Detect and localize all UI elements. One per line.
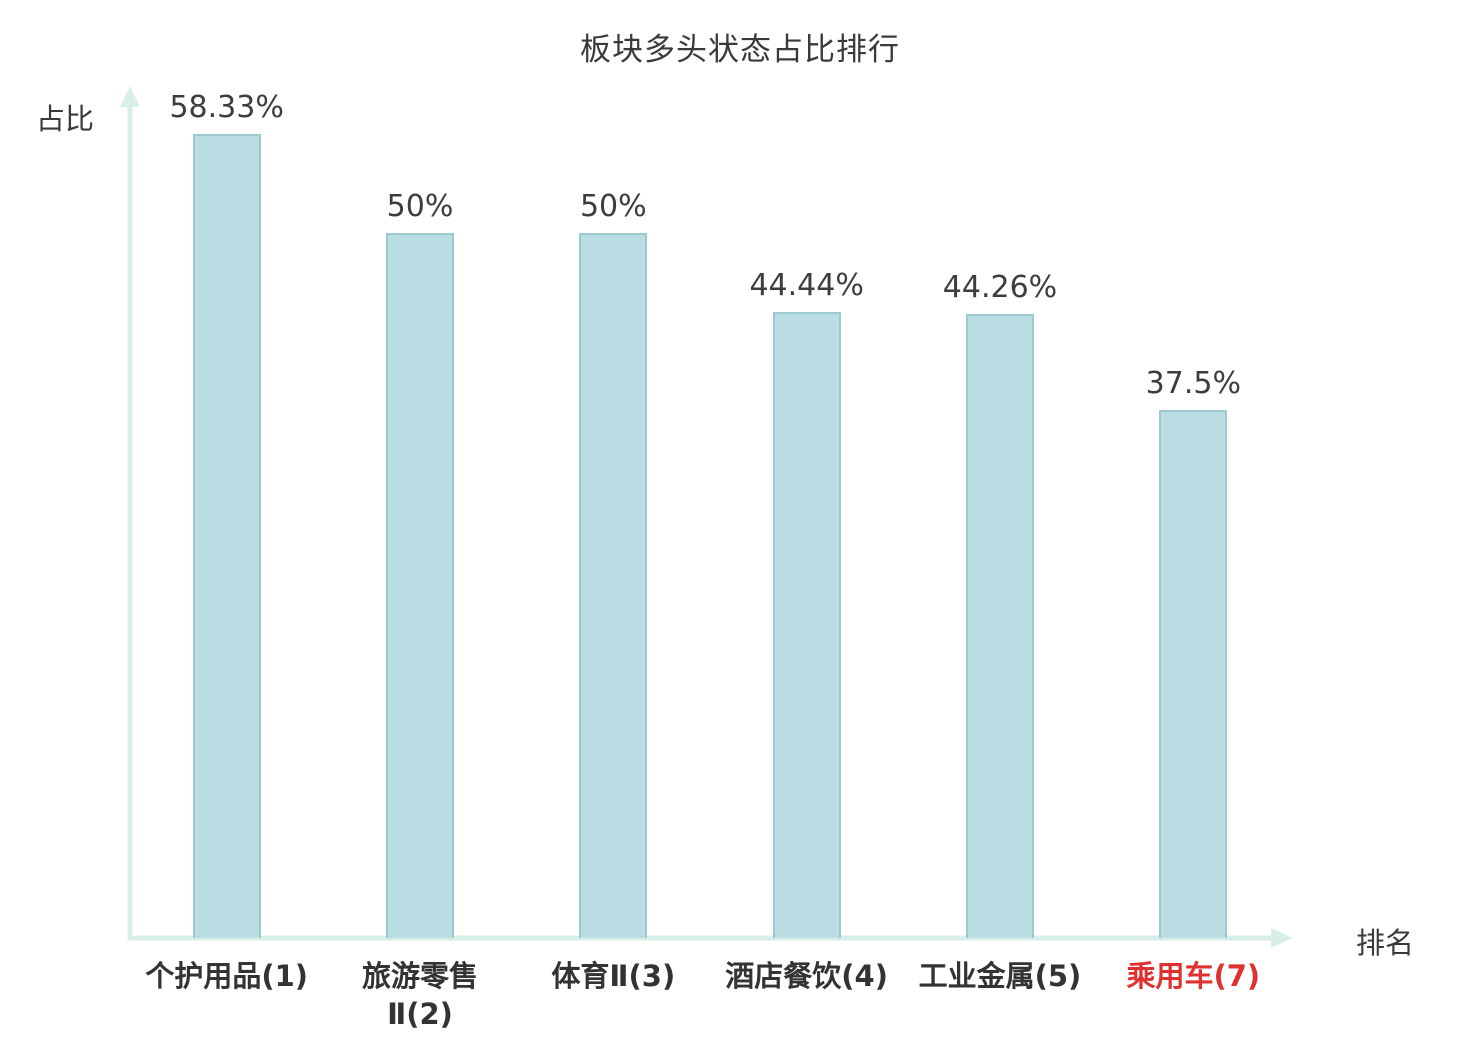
bar-column-2: 50% 旅游零售 Ⅱ(2) xyxy=(323,90,516,1031)
bar xyxy=(772,312,841,938)
bar xyxy=(965,314,1034,938)
bar-value-label: 50% xyxy=(579,189,647,224)
bar-value-label: 44.44% xyxy=(749,268,864,303)
chart-title: 板块多头状态占比排行 xyxy=(580,32,900,68)
category-label: 酒店餐饮(4) xyxy=(725,959,888,993)
bar-value-label: 37.5% xyxy=(1145,366,1241,401)
plot-area: 58.33% 个护用品(1) 50% 旅游零售 Ⅱ(2) 50% 体育Ⅱ(3) 44.44%… xyxy=(130,90,1290,1031)
bar xyxy=(385,233,454,938)
bar xyxy=(192,134,261,938)
bar-value-label: 44.26% xyxy=(942,270,1058,305)
bar-value-label: 50% xyxy=(386,189,454,224)
x-axis-label: 排名 xyxy=(1356,926,1415,960)
bar-column-4: 44.44% 酒店餐饮(4) xyxy=(710,90,903,993)
category-label: 乘用车(7) xyxy=(1126,959,1261,993)
bar xyxy=(1159,410,1228,938)
bar-column-6: 37.5% 乘用车(7) xyxy=(1097,90,1290,993)
category-label: 旅游零售 Ⅱ(2) xyxy=(361,959,478,1031)
category-label: 体育Ⅱ(3) xyxy=(551,959,676,993)
bar-value-label: 58.33% xyxy=(169,90,284,125)
category-label: 个护用品(1) xyxy=(145,959,308,993)
bar-column-5: 44.26% 工业金属(5) xyxy=(903,90,1096,993)
bar xyxy=(579,233,648,938)
category-label: 工业金属(5) xyxy=(918,959,1082,993)
bar-column-3: 50% 体育Ⅱ(3) xyxy=(517,90,710,993)
bar-column-1: 58.33% 个护用品(1) xyxy=(130,90,323,993)
y-axis-label: 占比 xyxy=(36,102,95,136)
